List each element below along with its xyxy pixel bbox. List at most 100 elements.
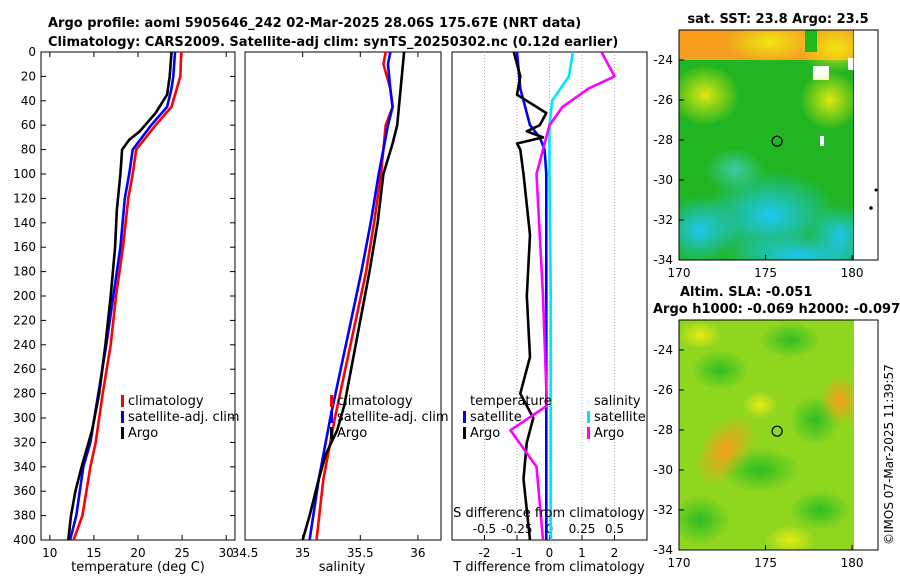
legend-marker-temp-satellite xyxy=(463,411,466,423)
legend-label-climatology: climatology xyxy=(337,394,413,409)
legend-label-argo: Argo xyxy=(337,426,367,441)
x-tick-label: 25 xyxy=(174,546,189,560)
x-tick-label: 36 xyxy=(410,546,425,560)
salinity-axes-box xyxy=(244,51,442,541)
series-line-argo xyxy=(67,52,173,540)
x-tick-label: 35 xyxy=(295,546,310,560)
depth-tick-label: 400 xyxy=(13,533,36,547)
depth-tick-label: 220 xyxy=(13,313,36,327)
salinity-xlabel: salinity xyxy=(319,560,366,575)
s-tick-label: 0.25 xyxy=(569,522,596,536)
depth-tick-label: 180 xyxy=(13,265,36,279)
s-tick-label: -0.5 xyxy=(473,522,496,536)
legend-marker-sal-satellite xyxy=(587,411,590,423)
legend-label-argo: Argo xyxy=(128,426,158,441)
lat-tick-label: -32 xyxy=(653,213,673,227)
depth-tick-label: 280 xyxy=(13,387,36,401)
lat-tick-label: -30 xyxy=(653,173,673,187)
series-line-argo xyxy=(301,52,406,540)
depth-axis: 0 20 40 60 80 100 120 140 160 180 200 220 240 260 280 3… xyxy=(13,45,235,547)
figure-title-line1: Argo profile: aoml 5905646_242 02-Mar-20… xyxy=(48,16,581,31)
t-tick-label: 2 xyxy=(611,546,619,560)
difference-axis: -2 -1 0 1 2 -0.5 -0.25 0 0.25 0.5 xyxy=(473,522,624,560)
imos-timestamp: ©IMOS 07-Mar-2025 11:39:57 xyxy=(882,364,896,545)
sst-map-field xyxy=(679,30,854,260)
lon-tick-label: 180 xyxy=(841,266,864,280)
sst-map-title: sat. SST: 23.8 Argo: 23.5 xyxy=(687,12,868,27)
t-tick-label: -1 xyxy=(511,546,523,560)
s-tick-label: 0.5 xyxy=(605,522,624,536)
legend-marker-satellite xyxy=(330,411,333,423)
lon-tick-label: 170 xyxy=(668,556,691,570)
depth-tick-label: 260 xyxy=(13,362,36,376)
series-line-salinity-argo xyxy=(509,52,616,540)
salinity-legend: climatology satellite-adj. clim Argo xyxy=(330,394,449,441)
legend-label-sal-argo: Argo xyxy=(594,426,624,441)
lat-tick-label: -32 xyxy=(653,503,673,517)
sla-map-axes-box xyxy=(678,319,879,551)
depth-tick-label: 80 xyxy=(21,143,36,157)
s-difference-xlabel: S difference from climatology xyxy=(453,506,645,521)
sla-map-panel: Altim. SLA: -0.051 Argo h1000: -0.069 h2… xyxy=(653,285,900,570)
depth-tick-label: 100 xyxy=(13,167,36,181)
series-line-climatology xyxy=(72,52,183,540)
depth-tick-label: 380 xyxy=(13,509,36,523)
legend-marker-satellite xyxy=(121,411,124,423)
legend-title-temperature: temperature xyxy=(470,394,552,409)
lon-tick-label: 175 xyxy=(754,556,777,570)
lat-tick-label: -30 xyxy=(653,463,673,477)
salinity-axis: 34.5 35 35.5 36 xyxy=(232,52,426,560)
lat-tick-label: -24 xyxy=(653,343,673,357)
s-tick-label: 0 xyxy=(546,522,554,536)
legend-label-temp-argo: Argo xyxy=(470,426,500,441)
depth-tick-label: 40 xyxy=(21,94,36,108)
difference-panel: -2 -1 0 1 2 -0.5 -0.25 0 0.25 0.5 T difference fr… xyxy=(451,51,648,575)
legend-label-satellite: satellite-adj. clim xyxy=(337,410,449,425)
figure-title-line2: Climatology: CARS2009. Satellite-adj cli… xyxy=(48,35,618,50)
x-tick-label: 10 xyxy=(42,546,57,560)
lon-tick-label: 175 xyxy=(754,266,777,280)
depth-tick-label: 320 xyxy=(13,435,36,449)
legend-marker-argo xyxy=(330,427,333,439)
lat-tick-label: -28 xyxy=(653,423,673,437)
temperature-panel: 0 20 40 60 80 100 120 140 160 180 200 220 240 260 280 3… xyxy=(13,45,240,575)
temperature-axes-box xyxy=(40,51,236,541)
depth-tick-label: 300 xyxy=(13,411,36,425)
temperature-series xyxy=(67,52,183,540)
x-tick-label: 20 xyxy=(130,546,145,560)
x-tick-label: 15 xyxy=(86,546,101,560)
sla-map-field xyxy=(679,320,854,550)
depth-tick-label: 60 xyxy=(21,118,36,132)
difference-legend: temperature satellite Argo salinity sate… xyxy=(463,394,646,441)
sla-argo-position-marker xyxy=(771,425,783,437)
legend-marker-argo xyxy=(121,427,124,439)
temperature-legend: climatology satellite-adj. clim Argo xyxy=(121,394,240,441)
s-tick-label: -0.25 xyxy=(501,522,532,536)
lat-tick-label: -34 xyxy=(653,543,673,557)
t-tick-label: 1 xyxy=(578,546,586,560)
t-difference-xlabel: T difference from climatology xyxy=(452,560,645,575)
temperature-xlabel: temperature (deg C) xyxy=(71,560,205,575)
lon-tick-label: 170 xyxy=(668,266,691,280)
depth-tick-label: 140 xyxy=(13,216,36,230)
lat-tick-label: -34 xyxy=(653,253,673,267)
series-line-satellite-adj-clim xyxy=(68,52,177,540)
legend-marker-climatology xyxy=(121,395,124,407)
x-tick-label: 30 xyxy=(219,546,234,560)
x-tick-label: 34.5 xyxy=(232,546,259,560)
legend-label-climatology: climatology xyxy=(128,394,204,409)
lat-tick-label: -26 xyxy=(653,383,673,397)
sla-map-axes: 170 175 180 -24 -26 -28 -30 -32 -34 xyxy=(653,343,863,570)
x-tick-label: 35.5 xyxy=(347,546,374,560)
lat-tick-label: -26 xyxy=(653,93,673,107)
lon-tick-label: 180 xyxy=(841,556,864,570)
depth-tick-label: 200 xyxy=(13,289,36,303)
difference-series xyxy=(509,52,616,540)
depth-tick-label: 360 xyxy=(13,484,36,498)
series-line-temperature-argo xyxy=(512,52,548,540)
sla-map-title-line1: Altim. SLA: -0.051 xyxy=(680,285,812,300)
temperature-axis: 10 15 20 25 30 xyxy=(42,52,234,560)
t-tick-label: 0 xyxy=(546,546,554,560)
legend-title-salinity: salinity xyxy=(594,394,641,409)
lat-tick-label: -24 xyxy=(653,53,673,67)
